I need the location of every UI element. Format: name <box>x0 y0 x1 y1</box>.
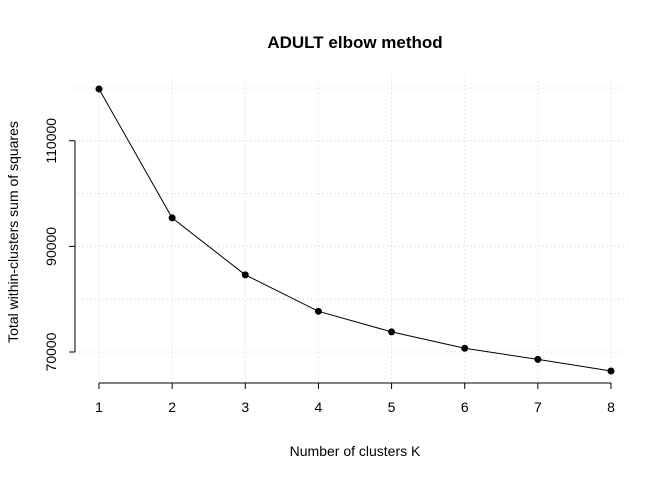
y-tick-label-90000: 90000 <box>43 227 59 266</box>
data-point-k5 <box>388 328 396 336</box>
x-tick-label-2: 2 <box>168 399 176 415</box>
data-point-k4 <box>314 307 322 315</box>
y-axis-label: Total within-clusters sum of squares <box>5 121 21 343</box>
axes: 1 2 3 4 5 6 7 8 70000 90000 110000 <box>43 118 615 415</box>
grid <box>75 77 631 383</box>
y-tick-label-110000: 110000 <box>43 118 59 164</box>
x-tick-label-4: 4 <box>315 399 323 415</box>
chart-title: ADULT elbow method <box>267 33 442 52</box>
data-point-k1 <box>95 85 103 93</box>
x-tick-label-7: 7 <box>534 399 542 415</box>
x-tick-label-1: 1 <box>95 399 103 415</box>
data-point-k6 <box>461 344 469 352</box>
x-tick-label-8: 8 <box>607 399 615 415</box>
data-point-k7 <box>534 355 542 363</box>
series-line <box>98 88 612 372</box>
x-tick-label-5: 5 <box>388 399 396 415</box>
x-tick-label-3: 3 <box>241 399 249 415</box>
x-axis-label: Number of clusters K <box>290 443 421 459</box>
series <box>95 85 615 375</box>
x-tick-label-6: 6 <box>461 399 469 415</box>
data-point-k3 <box>241 271 249 279</box>
data-point-k2 <box>168 214 176 222</box>
data-point-k8 <box>607 367 615 375</box>
y-tick-label-70000: 70000 <box>43 332 59 371</box>
